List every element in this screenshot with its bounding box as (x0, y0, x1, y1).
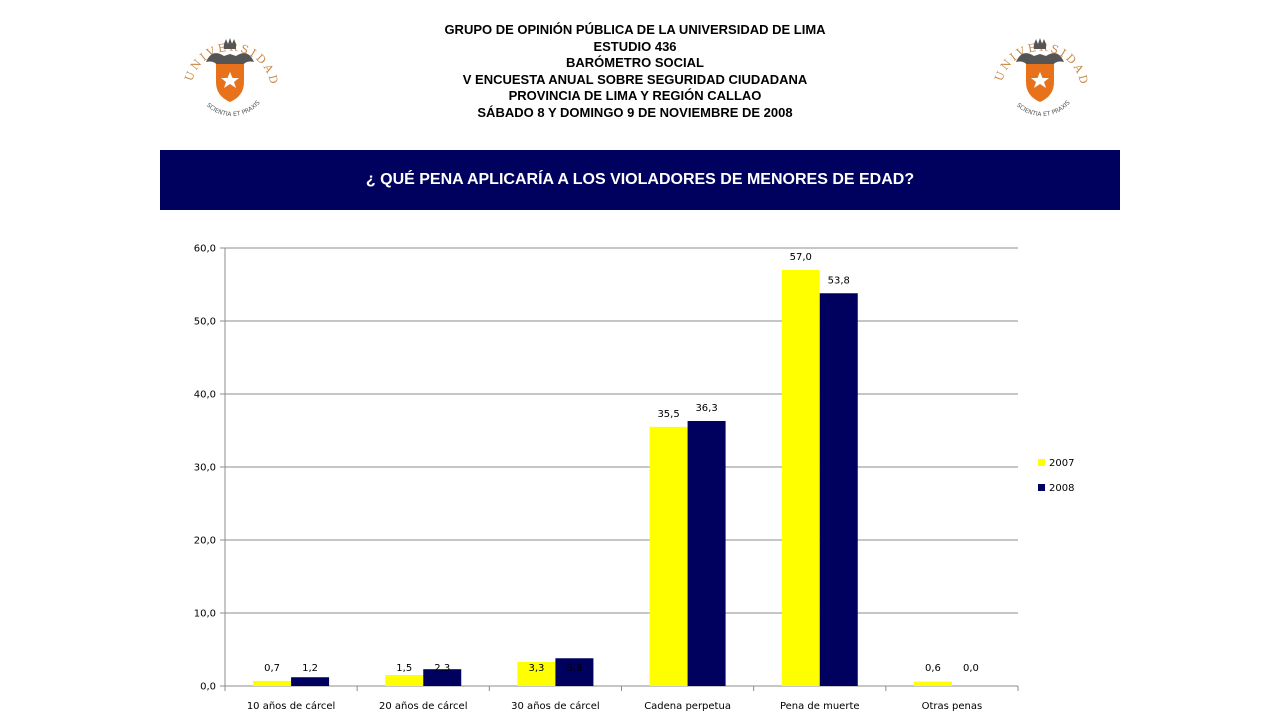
bar-2008 (819, 293, 858, 686)
eagle-icon (1016, 53, 1064, 66)
question-banner: ¿ QUÉ PENA APLICARÍA A LOS VIOLADORES DE… (160, 150, 1120, 210)
y-tick-label: 10,0 (194, 609, 216, 620)
bar-2008 (555, 658, 594, 686)
bar-2007 (385, 675, 424, 686)
legend-swatch-2007 (1038, 459, 1045, 466)
legend-label: 2007 (1049, 458, 1074, 469)
report-header: GRUPO DE OPINIÓN PÚBLICA DE LA UNIVERSID… (340, 22, 930, 122)
shield-icon (216, 64, 244, 102)
header-line: SÁBADO 8 Y DOMINGO 9 DE NOVIEMBRE DE 200… (477, 104, 793, 120)
y-tick-label: 40,0 (194, 390, 216, 401)
data-label: 1,2 (302, 663, 318, 674)
data-label: 1,5 (396, 663, 412, 674)
category-label: 10 años de cárcel (247, 700, 336, 712)
data-label: 2,3 (434, 663, 450, 674)
data-label: 53,8 (828, 275, 850, 286)
category-label: Cadena perpetua (644, 701, 731, 712)
bar-2007 (781, 269, 820, 686)
data-label: 57,0 (790, 252, 812, 263)
university-logo-left: UNIVERSIDAD DE LIMA SCIENTIA ET PRAXIS (173, 10, 280, 130)
y-tick-label: 20,0 (194, 536, 216, 547)
bar-2008 (423, 669, 462, 686)
header-line: V ENCUESTA ANUAL SOBRE SEGURIDAD CIUDADA… (462, 71, 808, 87)
bar-2008 (687, 421, 726, 686)
eagle-icon (206, 53, 254, 66)
bar-2007 (253, 680, 292, 686)
crown-icon (224, 38, 236, 49)
data-label: 0,6 (925, 663, 941, 674)
crown-icon (1034, 38, 1046, 49)
data-label: 0,7 (264, 663, 280, 674)
data-label: 3,8 (566, 663, 582, 674)
shield-icon (1026, 64, 1054, 102)
bar-2007 (517, 661, 556, 686)
data-label: 36,3 (695, 403, 717, 414)
bar-2007 (649, 426, 688, 686)
header-line: GRUPO DE OPINIÓN PÚBLICA DE LA UNIVERSID… (444, 22, 826, 37)
category-label: 30 años de cárcel (511, 700, 600, 712)
data-label: 0,0 (963, 663, 979, 674)
bar-2008 (291, 677, 330, 686)
header-line: BARÓMETRO SOCIAL (566, 55, 704, 71)
category-label: 20 años de cárcel (379, 700, 468, 712)
y-tick-label: 0,0 (200, 682, 216, 693)
legend-label: 2008 (1049, 483, 1074, 494)
y-tick-label: 30,0 (194, 463, 216, 474)
y-tick-label: 50,0 (194, 317, 216, 328)
university-logo-right: UNIVERSIDAD DE LIMA SCIENTIA ET PRAXIS (983, 10, 1090, 130)
data-label: 35,5 (657, 409, 679, 420)
category-label: Otras penas (922, 701, 983, 712)
y-tick-label: 60,0 (194, 244, 216, 255)
header-line: PROVINCIA DE LIMA Y REGIÓN CALLAO (508, 88, 762, 104)
legend-swatch-2008 (1038, 484, 1045, 491)
data-label: 3,3 (528, 663, 544, 674)
category-label: Pena de muerte (780, 701, 860, 712)
question-title: ¿ QUÉ PENA APLICARÍA A LOS VIOLADORES DE… (365, 171, 915, 188)
header-line: ESTUDIO 436 (593, 38, 677, 54)
bar-2007 (913, 681, 952, 686)
